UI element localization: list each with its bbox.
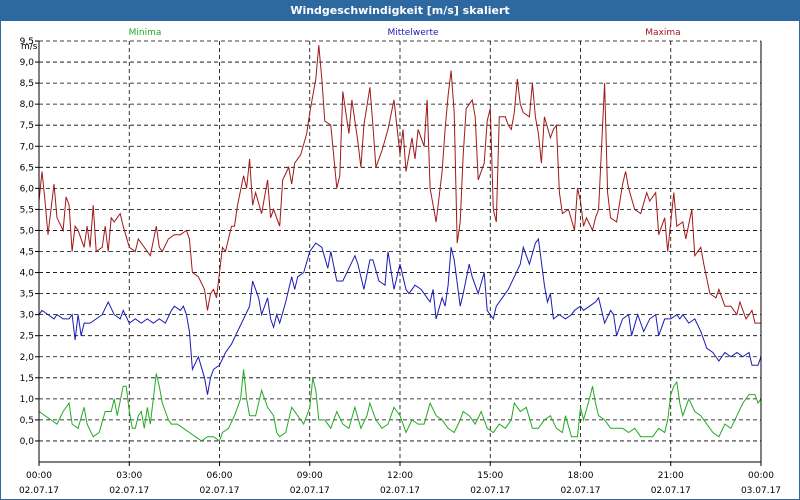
x-tick-time: 00:00: [748, 471, 774, 481]
y-tick-label: 3,0: [20, 311, 35, 321]
legend-maxima: Maxima: [645, 28, 680, 38]
y-tick-label: 1,0: [20, 395, 35, 405]
y-tick-label: 8,0: [20, 100, 35, 110]
x-tick-date: 02.07.17: [470, 486, 510, 496]
y-tick-label: 4,5: [20, 248, 34, 258]
y-tick-label: 9,0: [20, 58, 35, 68]
window-title: Windgeschwindigkeit [m/s] skaliert: [1, 1, 799, 21]
y-tick-label: 0,5: [20, 416, 34, 426]
x-tick-time: 06:00: [207, 471, 233, 481]
x-tick-time: 09:00: [297, 471, 323, 481]
y-tick-label: 6,0: [20, 184, 35, 194]
y-tick-label: 6,5: [20, 163, 34, 173]
x-tick-time: 15:00: [477, 471, 503, 481]
x-tick-time: 21:00: [658, 471, 684, 481]
y-tick-label: 2,0: [20, 353, 35, 363]
y-tick-label: 3,5: [20, 290, 34, 300]
series-line-mittelwerte: [38, 237, 762, 395]
x-axis-ticks: 00:00 02.07.17 03:00 02.07.17 06:00 02.07.17 0…: [19, 462, 781, 496]
x-tick-date: 03.07.17: [741, 486, 781, 496]
x-tick-date: 02.07.17: [199, 486, 239, 496]
y-axis-ticks: 9,5 9,0 8,5 8,0 7,5 7,0 6,5 6,0 5,5 5,0 4,5 4,0 3,5 3…: [20, 37, 39, 447]
y-tick-label: 7,5: [20, 121, 34, 131]
x-tick-time: 18:00: [568, 471, 594, 481]
y-tick-label: 4,0: [20, 269, 35, 279]
x-tick-date: 02.07.17: [290, 486, 330, 496]
x-tick-date: 02.07.17: [651, 486, 691, 496]
series-line-maxima: [38, 45, 761, 324]
legend-minima: Minima: [129, 28, 162, 38]
y-tick-label: 0,0: [20, 437, 35, 447]
grid-lines: [39, 40, 761, 462]
x-tick-date: 02.07.17: [380, 486, 420, 496]
x-tick-date: 02.07.17: [19, 486, 59, 496]
y-tick-label: 5,5: [20, 205, 34, 215]
y-tick-label: 2,5: [20, 332, 34, 342]
y-tick-label: 8,5: [20, 79, 34, 89]
x-tick-date: 02.07.17: [560, 486, 600, 496]
y-tick-label: 1,5: [20, 374, 34, 384]
y-tick-label: 5,0: [20, 226, 35, 236]
legend-mittelwerte: Mittelwerte: [387, 28, 438, 38]
x-tick-time: 03:00: [116, 471, 142, 481]
x-tick-time: 12:00: [387, 471, 413, 481]
y-tick-label: 7,0: [20, 142, 35, 152]
series-line-minima: [38, 369, 762, 442]
y-tick-label: 9,5: [20, 37, 34, 47]
x-tick-date: 02.07.17: [109, 486, 149, 496]
legend: Minima Mittelwerte Maxima: [129, 28, 681, 38]
x-tick-time: 00:00: [26, 471, 52, 481]
series-lines: [38, 45, 762, 442]
y-axis-label: m/s: [21, 42, 38, 52]
